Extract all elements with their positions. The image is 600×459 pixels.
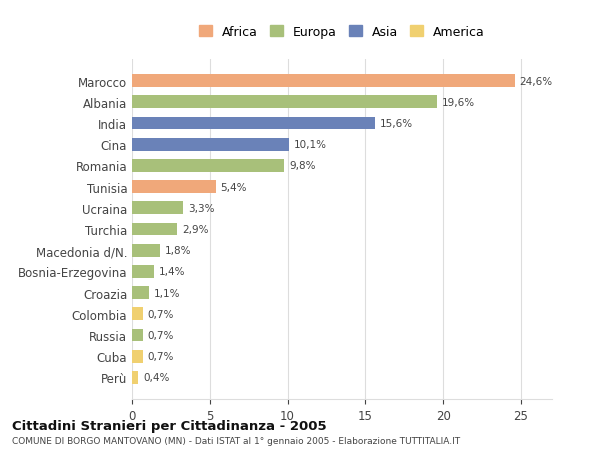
Legend: Africa, Europa, Asia, America: Africa, Europa, Asia, America bbox=[196, 22, 488, 42]
Text: 0,4%: 0,4% bbox=[143, 373, 169, 382]
Text: 3,3%: 3,3% bbox=[188, 203, 215, 213]
Text: 10,1%: 10,1% bbox=[294, 140, 327, 150]
Text: 0,7%: 0,7% bbox=[148, 352, 174, 361]
Text: 19,6%: 19,6% bbox=[442, 98, 475, 107]
Text: 9,8%: 9,8% bbox=[289, 161, 316, 171]
Text: 1,4%: 1,4% bbox=[158, 267, 185, 277]
Text: 24,6%: 24,6% bbox=[520, 77, 553, 86]
Bar bbox=[132, 329, 143, 341]
Text: 5,4%: 5,4% bbox=[221, 182, 247, 192]
Text: 0,7%: 0,7% bbox=[148, 330, 174, 340]
Bar bbox=[132, 160, 284, 173]
Bar bbox=[132, 139, 289, 151]
Bar bbox=[132, 265, 154, 278]
Text: Cittadini Stranieri per Cittadinanza - 2005: Cittadini Stranieri per Cittadinanza - 2… bbox=[12, 419, 326, 432]
Bar bbox=[132, 371, 138, 384]
Bar bbox=[132, 181, 216, 194]
Bar bbox=[132, 118, 374, 130]
Bar bbox=[132, 286, 149, 299]
Bar bbox=[132, 223, 177, 236]
Text: 2,9%: 2,9% bbox=[182, 224, 208, 235]
Text: 1,1%: 1,1% bbox=[154, 288, 180, 298]
Text: 15,6%: 15,6% bbox=[379, 119, 412, 129]
Bar bbox=[132, 96, 437, 109]
Bar bbox=[132, 244, 160, 257]
Text: 0,7%: 0,7% bbox=[148, 309, 174, 319]
Bar bbox=[132, 202, 184, 215]
Text: 1,8%: 1,8% bbox=[164, 246, 191, 256]
Text: COMUNE DI BORGO MANTOVANO (MN) - Dati ISTAT al 1° gennaio 2005 - Elaborazione TU: COMUNE DI BORGO MANTOVANO (MN) - Dati IS… bbox=[12, 436, 460, 445]
Bar bbox=[132, 308, 143, 320]
Bar bbox=[132, 350, 143, 363]
Bar bbox=[132, 75, 515, 88]
